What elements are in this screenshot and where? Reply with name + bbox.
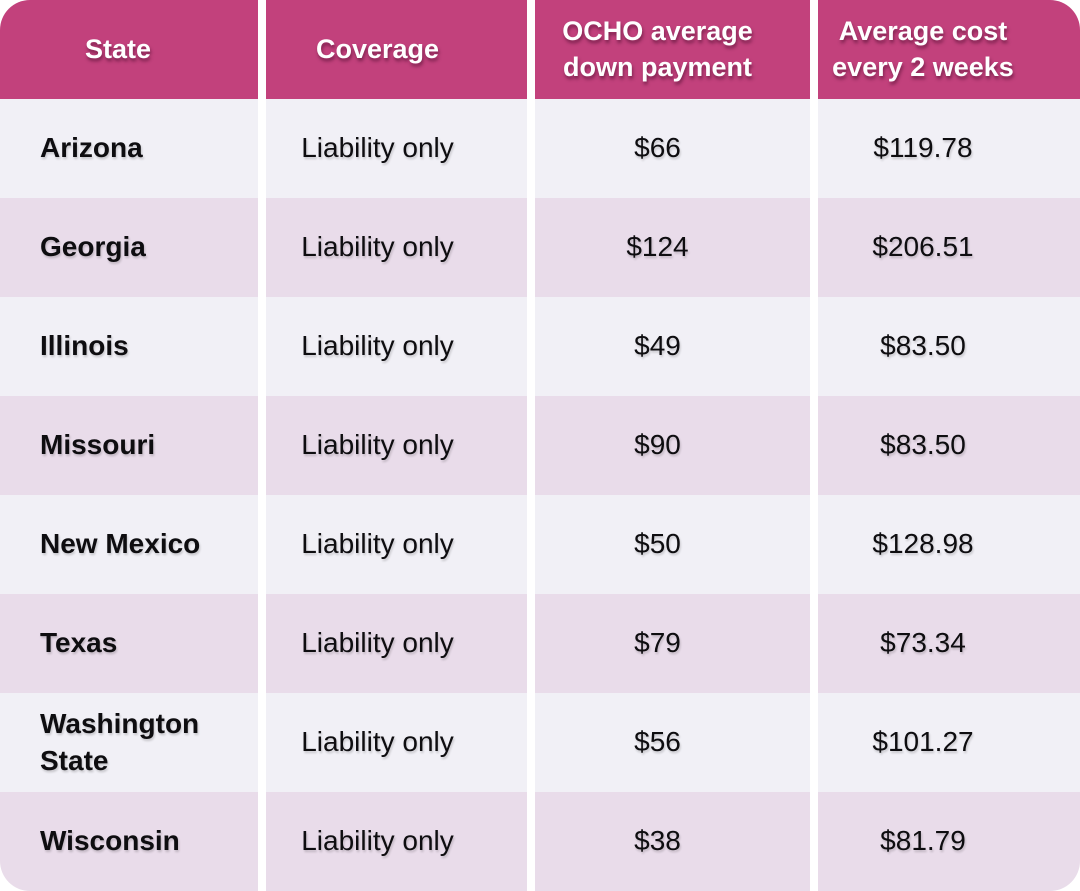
cell-state: New Mexico xyxy=(0,495,258,594)
cell-state: Arizona xyxy=(0,99,258,198)
cell-state: Missouri xyxy=(0,396,258,495)
cell-state: Washington State xyxy=(0,693,258,792)
cell-biweekly-cost: $73.34 xyxy=(818,594,1080,693)
cell-biweekly-cost: $119.78 xyxy=(818,99,1080,198)
column-header-state: State xyxy=(0,0,258,99)
cell-coverage: Liability only xyxy=(266,297,527,396)
cell-coverage: Liability only xyxy=(266,594,527,693)
cell-coverage: Liability only xyxy=(266,99,527,198)
cell-biweekly-cost: $128.98 xyxy=(818,495,1080,594)
cell-state: Texas xyxy=(0,594,258,693)
cell-coverage: Liability only xyxy=(266,198,527,297)
cell-down-payment: $56 xyxy=(535,693,810,792)
cell-coverage: Liability only xyxy=(266,693,527,792)
cell-down-payment: $50 xyxy=(535,495,810,594)
cell-down-payment: $79 xyxy=(535,594,810,693)
cell-down-payment: $90 xyxy=(535,396,810,495)
cell-coverage: Liability only xyxy=(266,396,527,495)
cell-down-payment: $38 xyxy=(535,792,810,891)
cell-biweekly-cost: $101.27 xyxy=(818,693,1080,792)
cell-down-payment: $49 xyxy=(535,297,810,396)
cell-biweekly-cost: $81.79 xyxy=(818,792,1080,891)
cell-coverage: Liability only xyxy=(266,495,527,594)
cell-down-payment: $66 xyxy=(535,99,810,198)
cell-down-payment: $124 xyxy=(535,198,810,297)
column-header-down-payment: OCHO average down payment xyxy=(535,0,810,99)
cell-state: Wisconsin xyxy=(0,792,258,891)
cell-biweekly-cost: $83.50 xyxy=(818,297,1080,396)
cell-biweekly-cost: $83.50 xyxy=(818,396,1080,495)
cell-biweekly-cost: $206.51 xyxy=(818,198,1080,297)
cell-state: Georgia xyxy=(0,198,258,297)
column-header-coverage: Coverage xyxy=(266,0,527,99)
cell-state: Illinois xyxy=(0,297,258,396)
cell-coverage: Liability only xyxy=(266,792,527,891)
column-header-biweekly-cost: Average cost every 2 weeks xyxy=(818,0,1080,99)
